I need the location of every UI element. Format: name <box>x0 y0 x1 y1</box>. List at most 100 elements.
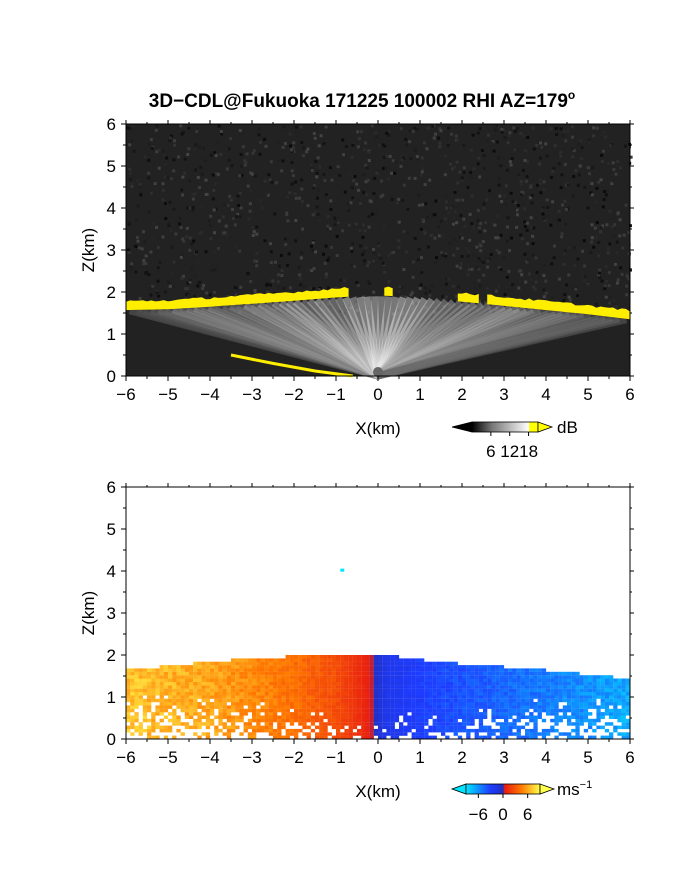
beam-ray <box>356 296 382 377</box>
noise-speckle <box>424 202 428 206</box>
velocity-cell <box>462 688 467 693</box>
noise-speckle <box>225 167 229 171</box>
velocity-cell <box>189 695 194 699</box>
velocity-cell <box>575 692 580 696</box>
velocity-cell <box>193 695 198 699</box>
noise-speckle <box>192 239 196 243</box>
noise-speckle <box>183 157 187 161</box>
velocity-cell <box>466 698 471 703</box>
velocity-cell <box>176 692 181 696</box>
noise-speckle <box>365 166 369 170</box>
velocity-cell <box>378 695 383 699</box>
noise-speckle <box>545 198 549 202</box>
velocity-cell <box>289 675 295 679</box>
noise-speckle <box>177 176 181 180</box>
reflectivity-y-tick-label: 1 <box>107 325 116 344</box>
velocity-cell <box>264 728 269 733</box>
velocity-cell <box>168 705 173 709</box>
velocity-cell <box>457 668 463 672</box>
velocity-cell <box>189 715 194 719</box>
noise-speckle <box>238 249 242 253</box>
velocity-cell <box>331 668 337 672</box>
noise-speckle <box>291 174 295 178</box>
noise-speckle <box>439 251 443 254</box>
noise-speckle <box>587 138 591 142</box>
noise-speckle <box>406 208 410 212</box>
noise-speckle <box>503 136 507 139</box>
velocity-cell <box>466 735 471 740</box>
velocity-cell <box>491 695 496 699</box>
noise-speckle <box>349 201 353 205</box>
velocity-cell <box>592 705 597 709</box>
velocity-cell <box>277 718 282 723</box>
velocity-cell <box>357 692 362 696</box>
velocity-cell <box>226 695 232 699</box>
velocity-cell <box>184 698 190 703</box>
velocity-cell <box>319 678 324 682</box>
noise-speckle <box>250 172 254 176</box>
velocity-cell <box>436 668 442 672</box>
velocity-cell <box>604 681 610 686</box>
velocity-cell <box>365 675 370 679</box>
velocity-cell <box>239 671 244 676</box>
noise-speckle <box>519 132 523 135</box>
noise-speckle <box>313 211 317 214</box>
noise-speckle <box>439 129 443 133</box>
velocity-cell <box>147 718 152 723</box>
velocity-cell <box>289 688 295 693</box>
velocity-cell <box>231 705 236 709</box>
velocity-cell <box>516 728 521 733</box>
velocity-cell <box>550 712 555 716</box>
velocity-cell <box>604 692 610 696</box>
velocity-cell <box>390 671 395 676</box>
velocity-cell <box>243 712 248 716</box>
noise-speckle <box>330 245 333 249</box>
velocity-cell <box>176 685 181 689</box>
noise-speckle <box>214 172 218 175</box>
velocity-cell <box>155 675 160 679</box>
noise-speckle <box>516 204 520 207</box>
velocity-cell <box>235 725 240 730</box>
velocity-cell <box>441 685 446 689</box>
noise-speckle <box>562 262 566 266</box>
noise-speckle <box>134 270 138 274</box>
velocity-cell <box>281 712 286 716</box>
noise-speckle <box>400 158 404 161</box>
velocity-cell <box>558 732 563 736</box>
velocity-cell <box>516 695 521 699</box>
velocity-cell <box>205 675 211 679</box>
velocity-cell <box>436 678 442 682</box>
velocity-cell <box>541 668 547 672</box>
velocity-cell <box>315 725 320 730</box>
velocity-cell <box>197 695 202 699</box>
noise-speckle <box>433 310 437 314</box>
velocity-cell <box>462 725 467 730</box>
velocity-x-tick-label: −4 <box>200 748 219 767</box>
noise-speckle <box>397 220 401 224</box>
noise-speckle <box>610 182 614 186</box>
noise-speckle <box>173 308 177 312</box>
reflectivity-x-tick-label: −4 <box>200 385 219 404</box>
velocity-cell <box>604 722 610 726</box>
noise-speckle <box>477 267 481 271</box>
reflectivity-x-tick-label: 5 <box>583 385 592 404</box>
noise-speckle <box>194 143 198 147</box>
velocity-cell <box>403 702 408 706</box>
velocity-cell <box>365 655 370 659</box>
velocity-cell <box>617 715 622 719</box>
noise-speckle <box>151 237 155 241</box>
velocity-cell <box>625 698 631 703</box>
velocity-cell <box>525 698 530 703</box>
velocity-cell <box>285 681 290 686</box>
velocity-cell <box>348 658 353 662</box>
velocity-cell <box>508 702 513 706</box>
velocity-cell <box>323 685 328 689</box>
velocity-cell <box>319 732 324 736</box>
velocity-cell <box>273 735 278 740</box>
noise-speckle <box>174 232 178 236</box>
noise-speckle <box>229 198 233 202</box>
noise-speckle <box>263 239 267 243</box>
noise-speckle <box>484 221 488 225</box>
noise-speckle <box>147 176 151 180</box>
velocity-cell <box>205 722 211 726</box>
